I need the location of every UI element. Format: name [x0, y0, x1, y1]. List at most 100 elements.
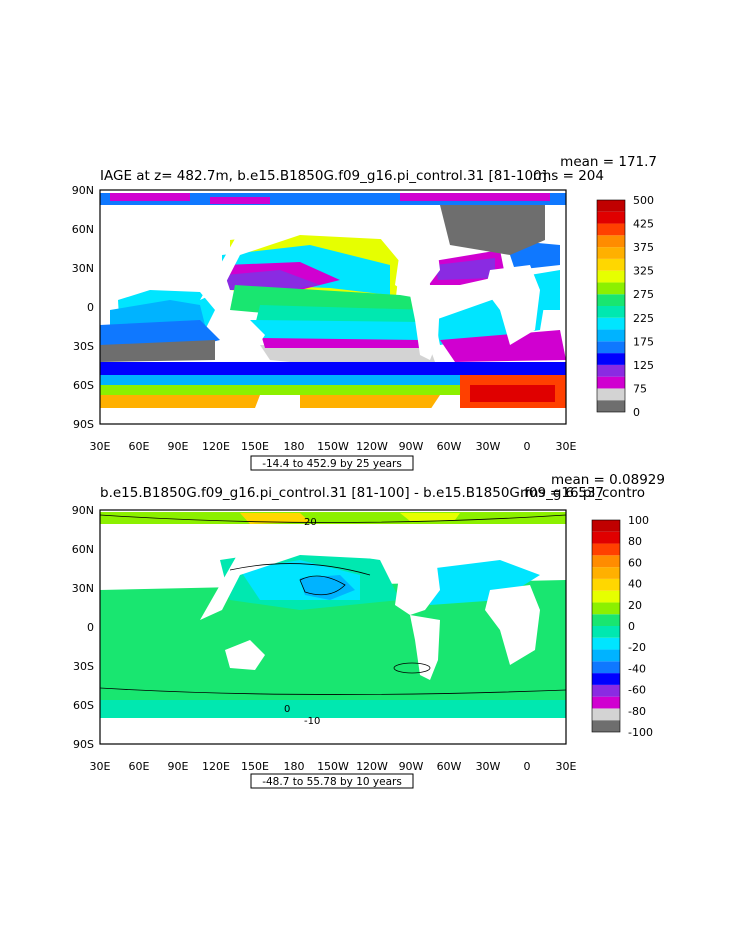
- colorbar-label: 275: [633, 288, 654, 301]
- lat-label: 90N: [72, 504, 94, 517]
- lat-label: 60N: [72, 543, 94, 556]
- colorbar-swatch: [597, 223, 625, 236]
- contour-label: 20: [304, 517, 317, 528]
- colorbar-swatch: [597, 270, 625, 283]
- lon-label: 150E: [241, 440, 269, 453]
- colorbar-swatch: [592, 543, 620, 556]
- colorbar-swatch: [597, 235, 625, 248]
- colorbar-swatch: [592, 531, 620, 544]
- lon-label: 150E: [241, 760, 269, 773]
- colorbar-label: 20: [628, 599, 642, 612]
- colorbar-swatch: [592, 708, 620, 721]
- lon-label: 0: [524, 760, 531, 773]
- lon-label: 150W: [317, 760, 349, 773]
- lon-label: 180: [284, 440, 305, 453]
- range-label-top: -14.4 to 452.9 by 25 years: [262, 458, 402, 470]
- colorbar-swatch: [597, 329, 625, 342]
- range-label-bottom: -48.7 to 55.78 by 10 years: [262, 776, 402, 788]
- lon-label: 90E: [168, 760, 189, 773]
- map-top-lon-labels: 30E 60E 90E 120E 150E 180 150W 120W 90W …: [90, 440, 577, 453]
- lon-label: 120W: [356, 440, 388, 453]
- colorbar-top: 500 425 375 325 275 225 175 125 75 0: [596, 194, 654, 419]
- panel-bottom-rms: rms = 6.537: [520, 485, 604, 501]
- colorbar-label: 75: [633, 382, 647, 395]
- lon-label: 30E: [556, 760, 577, 773]
- colorbar-label: 325: [633, 265, 654, 278]
- lon-label: 120E: [202, 440, 230, 453]
- colorbar-swatch: [592, 555, 620, 568]
- map-top: [100, 190, 566, 424]
- colorbar-label: -40: [628, 662, 646, 675]
- colorbar-label: 40: [628, 578, 642, 591]
- colorbar-label: 175: [633, 335, 654, 348]
- lon-label: 90W: [399, 440, 424, 453]
- panel-top-rms: rms = 204: [533, 168, 604, 184]
- map-top-lat-labels: 90N 60N 30N 0 30S 60S 90S: [72, 184, 94, 431]
- colorbar-swatch: [597, 341, 625, 354]
- lat-label: 90N: [72, 184, 94, 197]
- colorbar-swatch: [597, 364, 625, 377]
- lon-label: 60E: [129, 440, 150, 453]
- colorbar-swatch: [592, 673, 620, 685]
- colorbar-swatch: [592, 696, 620, 709]
- map-bottom-frame: [99, 509, 567, 745]
- colorbar-bottom: 100 80 60 40 20 0 -20 -40 -60 -80 -100: [591, 514, 653, 739]
- panel-bottom: b.e15.B1850G.f09_g16.pi_control.31 [81-1…: [72, 472, 665, 789]
- colorbar-swatch: [597, 294, 625, 306]
- lon-label: 90W: [399, 760, 424, 773]
- panel-top: IAGE at z= 482.7m, b.e15.B1850G.f09_g16.…: [72, 154, 657, 471]
- range-box-bottom: [250, 773, 414, 789]
- lon-label: 120W: [356, 760, 388, 773]
- colorbar-swatch: [597, 211, 625, 224]
- colorbar-label: -60: [628, 684, 646, 697]
- lon-label: 30E: [556, 440, 577, 453]
- map-top-frame: [99, 189, 567, 425]
- lon-label: 30E: [90, 760, 111, 773]
- colorbar-swatch: [592, 720, 620, 732]
- lon-label: 30W: [476, 760, 501, 773]
- panel-top-title: IAGE at z= 482.7m, b.e15.B1850G.f09_g16.…: [100, 168, 547, 184]
- colorbar-swatch: [592, 602, 620, 615]
- colorbar-swatch: [597, 306, 625, 318]
- colorbar-swatch: [597, 317, 625, 330]
- contour-label: 0: [284, 704, 290, 715]
- lat-label: 0: [87, 621, 94, 634]
- colorbar-swatch: [592, 637, 620, 650]
- colorbar-label: 60: [628, 556, 642, 569]
- lon-label: 0: [524, 440, 531, 453]
- colorbar-swatch: [592, 590, 620, 603]
- colorbar-label: 0: [628, 620, 635, 633]
- colorbar-swatch: [592, 578, 620, 591]
- lat-label: 0: [87, 301, 94, 314]
- lat-label: 60N: [72, 223, 94, 236]
- colorbar-swatch: [592, 520, 620, 532]
- range-box-top: [250, 455, 414, 471]
- lat-label: 60S: [73, 379, 94, 392]
- panel-top-mean: mean = 171.7: [560, 154, 657, 170]
- lat-label: 90S: [73, 738, 94, 751]
- colorbar-swatch: [592, 626, 620, 638]
- colorbar-swatch: [597, 200, 625, 212]
- map-bottom-lat-labels: 90N 60N 30N 0 30S 60S 90S: [72, 504, 94, 751]
- lon-label: 30W: [476, 440, 501, 453]
- lat-label: 30N: [72, 582, 94, 595]
- colorbar-frame: [596, 199, 626, 413]
- colorbar-label: 425: [633, 218, 654, 231]
- colorbar-label: 80: [628, 535, 642, 548]
- colorbar-swatch: [597, 400, 625, 412]
- map-bottom-lon-labels: 30E 60E 90E 120E 150E 180 150W 120W 90W …: [90, 760, 577, 773]
- lat-label: 60S: [73, 699, 94, 712]
- colorbar-swatch: [597, 282, 625, 295]
- colorbar-swatch: [592, 684, 620, 697]
- lat-label: 90S: [73, 418, 94, 431]
- colorbar-swatch: [597, 388, 625, 401]
- colorbar-label: -100: [628, 726, 653, 739]
- colorbar-swatch: [592, 567, 620, 579]
- colorbar-frame: [591, 519, 621, 733]
- colorbar-label: -80: [628, 705, 646, 718]
- colorbar-label: -20: [628, 641, 646, 654]
- lon-label: 60W: [437, 440, 462, 453]
- contour-label: -10: [304, 716, 320, 727]
- lon-label: 180: [284, 760, 305, 773]
